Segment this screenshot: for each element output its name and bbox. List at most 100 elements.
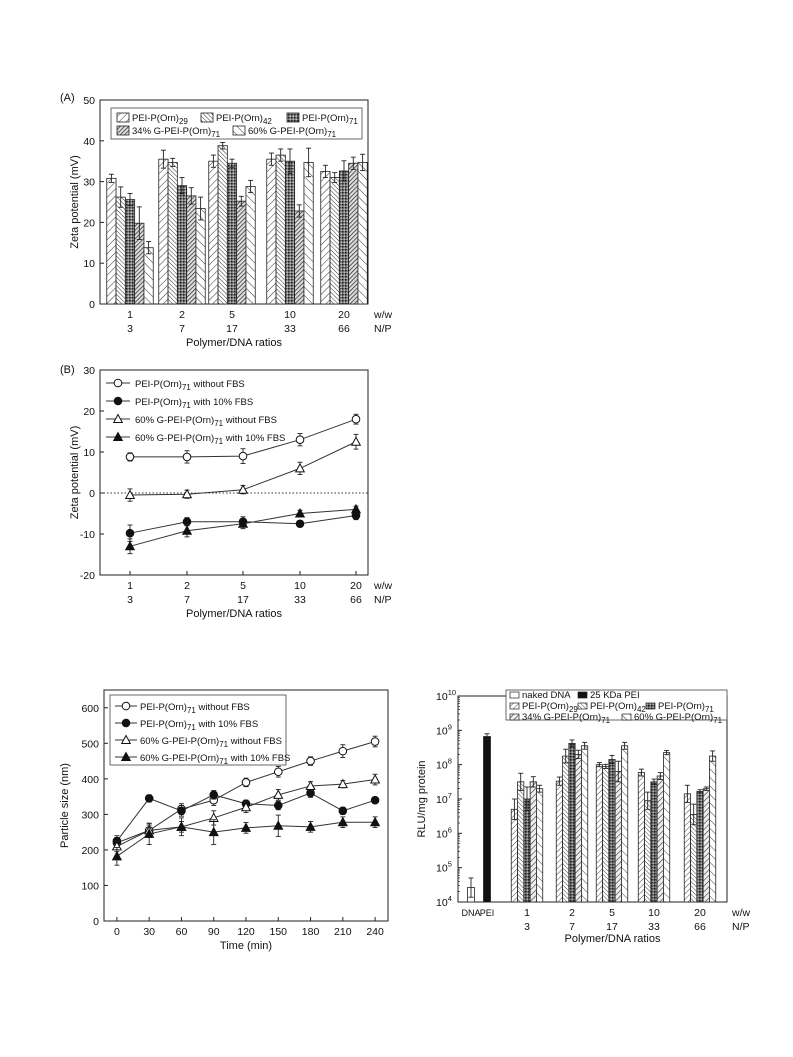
y-tick-label: 200	[81, 845, 99, 857]
x-tick-label-np: 3	[127, 323, 133, 335]
data-point	[273, 789, 284, 799]
legend-swatch	[645, 702, 656, 710]
bar	[656, 775, 664, 903]
legend-label: 34% G-PEI-P(Orn)71	[132, 126, 221, 139]
x-tick-label-ww: 20	[694, 907, 706, 919]
data-point	[125, 528, 135, 538]
data-point	[273, 767, 283, 777]
bar	[608, 759, 616, 903]
x-unit-ww: w/w	[373, 309, 393, 321]
y-axis-label: Zeta potential (mV)	[69, 155, 81, 249]
bar	[523, 798, 531, 903]
x-unit-np: N/P	[374, 323, 392, 335]
legend-label: PEI-P(Orn)71 without FBS	[140, 702, 250, 715]
legend-label: 60% G-PEI-P(Orn)71 without FBS	[140, 736, 282, 749]
y-tick-label: -20	[80, 570, 95, 582]
legend-swatch	[509, 713, 520, 721]
legend-swatch	[200, 112, 214, 123]
bar	[208, 160, 219, 305]
data-point	[370, 737, 380, 746]
x-tick-label: 30	[143, 926, 155, 938]
chart-a-zeta-bars: 0 10 20 30 40 50 Zeta potential (mV) 1 3 2 7 5 17 10 3…	[69, 95, 393, 349]
bar	[124, 199, 136, 305]
bar	[663, 752, 671, 903]
legend-marker	[120, 751, 132, 761]
bar	[568, 742, 576, 903]
data-point	[181, 488, 193, 499]
bar	[329, 177, 340, 305]
bar	[106, 177, 117, 305]
x-tick-label-ww: 5	[240, 580, 246, 592]
legend-label: 60% G-PEI-P(Orn)71 with 10% FBS	[140, 753, 290, 766]
panel-a-label: (A)	[60, 92, 75, 104]
y-tick-label: 30	[83, 177, 95, 189]
x-tick-label-np: 7	[569, 921, 575, 933]
bar	[236, 200, 247, 305]
data-point	[273, 801, 283, 810]
legend-label: PEI-P(Orn)29	[522, 701, 578, 714]
data-point	[337, 816, 348, 827]
x-tick-label-np: 7	[179, 323, 185, 335]
y-tick-label: 500	[81, 738, 99, 750]
bar	[357, 162, 368, 305]
data-point	[294, 507, 306, 518]
legend-marker	[112, 431, 124, 441]
legend-marker	[112, 413, 124, 423]
x-axis-label: Polymer/DNA ratios	[186, 337, 282, 349]
x-axis-label: Polymer/DNA ratios	[565, 933, 661, 945]
y-tick-label: 400	[81, 774, 99, 786]
x-unit-ww: w/w	[731, 907, 751, 919]
legend-label: PEI-P(Orn)71 with 10% FBS	[135, 397, 253, 410]
legend-label: 34% G-PEI-P(Orn)71	[522, 712, 611, 725]
x-tick-label: 180	[302, 926, 320, 938]
y-tick-label: 0	[89, 488, 95, 500]
x-tick-label-np: 33	[294, 594, 306, 606]
bar	[581, 745, 589, 903]
y-tick-label: 600	[81, 703, 99, 715]
chart-c-particle-size: 0 100 200 300 400 500 600 Particle size (nm) 0 30…	[59, 689, 389, 952]
control-bar	[483, 736, 491, 903]
x-tick-label: 120	[237, 926, 255, 938]
bar	[529, 781, 537, 903]
bar	[702, 788, 710, 903]
x-tick-label-np: 17	[237, 594, 249, 606]
legend-swatch	[577, 702, 588, 710]
data-point	[337, 778, 348, 789]
bar	[690, 814, 698, 903]
data-point	[144, 794, 154, 803]
data-point	[295, 519, 305, 529]
legend-marker	[121, 701, 131, 711]
bar	[621, 745, 629, 903]
plot-frame	[99, 369, 369, 576]
y-tick-label: 30	[83, 365, 95, 377]
data-point	[306, 756, 315, 766]
data-point	[305, 780, 316, 790]
bar	[595, 764, 603, 903]
bar	[195, 208, 206, 305]
data-point	[369, 774, 381, 784]
y-axis-label: Zeta potential (mV)	[69, 426, 81, 520]
bar	[536, 788, 544, 903]
data-point	[237, 484, 249, 494]
data-point	[241, 778, 251, 787]
data-point	[111, 850, 123, 861]
y-tick-label: 109	[436, 722, 452, 737]
bar	[650, 781, 658, 903]
legend-box	[109, 694, 287, 766]
data-point	[237, 518, 249, 528]
legend-label: PEI-P(Orn)29	[132, 113, 188, 126]
x-tick-label-ww: 2	[569, 907, 575, 919]
data-point	[273, 820, 284, 830]
legend-swatch	[577, 691, 588, 699]
legend-marker	[113, 378, 123, 388]
bar	[294, 210, 305, 305]
y-tick-label: 0	[93, 916, 99, 928]
x-tick-label-ww: 1	[524, 907, 530, 919]
x-axis-label: Polymer/DNA ratios	[186, 608, 282, 620]
bar	[226, 162, 238, 305]
x-tick-label-ww: 1	[127, 580, 133, 592]
data-point	[209, 790, 219, 800]
legend-swatch	[621, 713, 632, 721]
x-tick-label: 90	[208, 926, 220, 938]
legend-label: PEI-P(Orn)71	[658, 701, 714, 714]
